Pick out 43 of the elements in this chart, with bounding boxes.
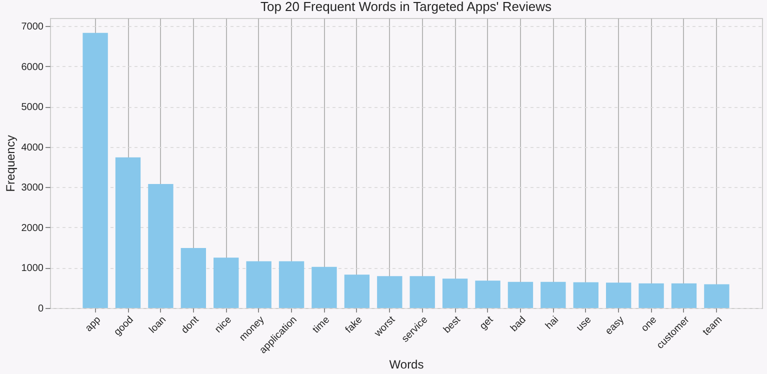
bar [671, 283, 697, 308]
bar [508, 282, 534, 308]
x-tick-label: use [574, 314, 594, 334]
x-tick-label: time [310, 314, 332, 336]
y-tick-label: 6000 [21, 62, 44, 73]
y-tick-label: 2000 [21, 222, 44, 234]
bar [148, 184, 174, 308]
x-tick-label: loan [147, 314, 168, 336]
x-tick-label: fake [344, 314, 366, 336]
bar [442, 278, 468, 308]
bar [278, 261, 304, 308]
x-tick-label: dont [180, 314, 202, 336]
bar [344, 274, 370, 308]
x-tick-label: bad [508, 314, 528, 334]
bar [573, 282, 598, 308]
bar [82, 32, 108, 308]
bar [410, 276, 435, 308]
x-tick-label: app [83, 314, 104, 334]
bar [704, 284, 730, 308]
bar [246, 261, 272, 308]
x-tick-label: get [478, 314, 496, 332]
bar [312, 266, 337, 308]
bar [377, 276, 402, 308]
bar [115, 157, 141, 308]
y-axis-title: Frequency [3, 135, 18, 192]
y-tick-label: 0 [38, 304, 44, 314]
bar [540, 282, 566, 308]
bar [638, 283, 664, 308]
chart-title: Top 20 Frequent Words in Targeted Apps' Reviews [260, 0, 552, 14]
y-tick-label: 3000 [21, 182, 44, 194]
y-tick-label: 1000 [21, 263, 44, 274]
x-tick-label: one [639, 314, 660, 334]
x-tick-label: nice [213, 314, 234, 336]
bar [214, 258, 239, 308]
bar [180, 248, 206, 308]
x-tick-label: hai [544, 314, 561, 332]
bar [606, 282, 632, 308]
x-tick-label: best [442, 314, 463, 336]
y-tick-label: 7000 [21, 22, 44, 33]
x-axis-title: Words [389, 357, 424, 372]
y-tick-label: 4000 [21, 142, 44, 154]
bar [475, 280, 500, 308]
y-tick-label: 5000 [21, 102, 44, 114]
